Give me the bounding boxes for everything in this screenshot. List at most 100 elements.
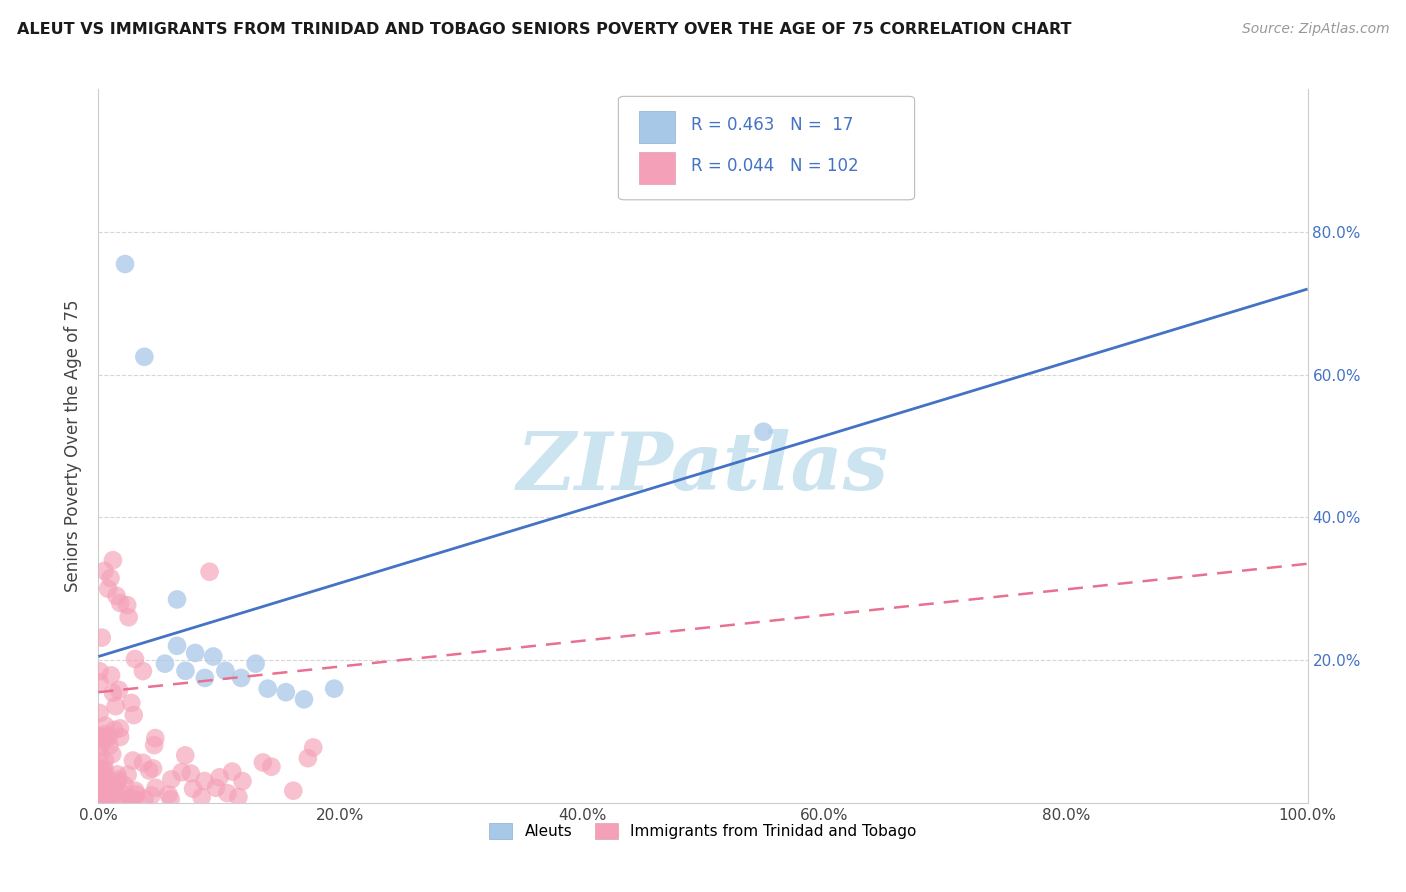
Point	[752, 425, 775, 439]
Point	[91, 763, 114, 777]
Point	[122, 754, 145, 768]
Point	[89, 786, 111, 800]
Text: R = 0.463   N =  17: R = 0.463 N = 17	[690, 116, 853, 134]
Point	[190, 790, 212, 805]
Point	[256, 681, 278, 696]
Point	[104, 699, 127, 714]
Point	[110, 785, 132, 799]
Point	[89, 675, 111, 690]
Point	[170, 765, 193, 780]
Point	[120, 792, 142, 806]
Point	[101, 785, 124, 799]
Point	[91, 732, 114, 747]
Point	[323, 681, 346, 696]
Point	[93, 769, 115, 783]
Point	[105, 775, 128, 789]
Point	[194, 671, 217, 685]
Point	[142, 761, 165, 775]
Point	[89, 706, 111, 720]
Point	[166, 592, 188, 607]
Point	[274, 685, 297, 699]
Point	[117, 768, 139, 782]
Point	[93, 792, 115, 806]
Point	[174, 664, 197, 678]
Point	[100, 778, 122, 792]
Point	[104, 777, 127, 791]
Point	[157, 788, 180, 802]
Point	[132, 664, 155, 678]
Point	[93, 780, 115, 794]
Point	[105, 589, 128, 603]
Point	[94, 792, 117, 806]
Point	[205, 780, 228, 795]
Text: ALEUT VS IMMIGRANTS FROM TRINIDAD AND TOBAGO SENIORS POVERTY OVER THE AGE OF 75 : ALEUT VS IMMIGRANTS FROM TRINIDAD AND TO…	[17, 22, 1071, 37]
Point	[181, 781, 204, 796]
Point	[118, 791, 141, 805]
Point	[122, 792, 145, 806]
Point	[260, 760, 283, 774]
Point	[141, 789, 163, 803]
Point	[283, 783, 305, 797]
Point	[98, 739, 121, 753]
Point	[91, 791, 114, 805]
Point	[91, 772, 114, 787]
Text: ZIPatlas: ZIPatlas	[517, 429, 889, 506]
Point	[124, 783, 146, 797]
Point	[124, 652, 146, 666]
Point	[90, 730, 112, 744]
Point	[202, 649, 225, 664]
Point	[208, 770, 231, 784]
Point	[94, 779, 117, 793]
Point	[114, 257, 136, 271]
Point	[166, 639, 188, 653]
Point	[115, 598, 138, 612]
Point	[101, 747, 124, 762]
Point	[221, 764, 243, 779]
Point	[138, 764, 160, 778]
Point	[94, 719, 117, 733]
Point	[97, 731, 120, 745]
Point	[252, 756, 274, 770]
Point	[97, 582, 120, 596]
Point	[100, 668, 122, 682]
Bar	[638, 152, 675, 184]
Point	[94, 770, 117, 784]
Text: Source: ZipAtlas.com: Source: ZipAtlas.com	[1241, 22, 1389, 37]
Point	[89, 778, 111, 792]
Point	[107, 772, 129, 787]
Point	[91, 778, 114, 792]
Point	[89, 777, 111, 791]
Point	[143, 738, 166, 752]
Point	[97, 781, 120, 796]
Bar	[638, 111, 675, 143]
Point	[132, 756, 155, 770]
Point	[159, 792, 181, 806]
Point	[110, 792, 132, 806]
Point	[229, 671, 252, 685]
Point	[103, 723, 125, 737]
Point	[184, 646, 207, 660]
Point	[94, 763, 117, 777]
Point	[302, 740, 325, 755]
Point	[89, 664, 111, 678]
Point	[89, 739, 111, 754]
Point	[100, 571, 122, 585]
Point	[89, 748, 111, 763]
Point	[217, 786, 239, 800]
Point	[98, 791, 121, 805]
FancyBboxPatch shape	[619, 96, 915, 200]
Point	[124, 792, 146, 806]
Point	[245, 657, 267, 671]
Point	[93, 727, 115, 741]
Point	[153, 657, 176, 671]
Point	[93, 564, 115, 578]
Point	[90, 631, 112, 645]
Point	[108, 596, 131, 610]
Point	[103, 780, 125, 794]
Point	[198, 565, 221, 579]
Y-axis label: Seniors Poverty Over the Age of 75: Seniors Poverty Over the Age of 75	[65, 300, 83, 592]
Point	[94, 753, 117, 767]
Point	[90, 731, 112, 745]
Point	[297, 751, 319, 765]
Point	[101, 553, 124, 567]
